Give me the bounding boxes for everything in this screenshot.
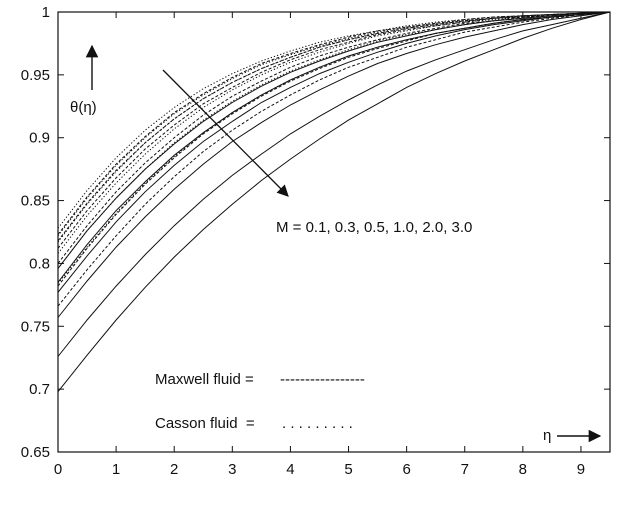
legend-casson-line: . . . . . . . . . bbox=[282, 415, 353, 432]
series-line-dashed-7 bbox=[58, 12, 610, 235]
tick-layer: 0 1 2 3 4 5 6 7 8 9 0.65 0.7 0.75 0.8 0.85 0.9 0.95 1 bbox=[21, 4, 610, 478]
x-tick-label: 5 bbox=[344, 461, 352, 478]
y-tick-label: 1 bbox=[42, 4, 50, 21]
x-tick-label: 6 bbox=[402, 461, 410, 478]
series-layer bbox=[58, 12, 610, 393]
x-tick-label: 1 bbox=[112, 461, 120, 478]
series-line-dashed-10 bbox=[58, 12, 610, 264]
series-line-dashed-11 bbox=[58, 12, 610, 287]
x-tick-label: 0 bbox=[54, 461, 62, 478]
series-line-solid-14 bbox=[58, 12, 610, 283]
legend-maxwell-line: ----------------- bbox=[280, 371, 365, 388]
series-line-solid-15 bbox=[58, 12, 610, 293]
parameter-arrow bbox=[162, 69, 289, 197]
y-tick-label: 0.8 bbox=[29, 255, 50, 272]
series-line-solid-16 bbox=[58, 12, 610, 318]
legend-maxwell-label: Maxwell fluid = bbox=[155, 371, 254, 388]
series-line-solid-13 bbox=[58, 12, 610, 269]
y-tick-label: 0.85 bbox=[21, 193, 50, 210]
legend-casson-label: Casson fluid = bbox=[155, 415, 255, 432]
series-line-dashed-8 bbox=[58, 12, 610, 242]
series-line-dotted-4 bbox=[58, 12, 610, 254]
x-tick-label: 8 bbox=[519, 461, 527, 478]
y-tick-label: 0.65 bbox=[21, 444, 50, 461]
legend: Maxwell fluid = ----------------- Casson… bbox=[155, 371, 365, 432]
y-tick-label: 0.9 bbox=[29, 130, 50, 147]
series-line-dotted-2 bbox=[58, 12, 610, 237]
series-line-dashed-12 bbox=[58, 12, 610, 307]
series-line-solid-18 bbox=[58, 12, 610, 393]
parameter-label: M = 0.1, 0.3, 0.5, 1.0, 2.0, 3.0 bbox=[276, 219, 472, 236]
x-tick-label: 3 bbox=[228, 461, 236, 478]
x-tick-label: 4 bbox=[286, 461, 294, 478]
series-line-dotted-3 bbox=[58, 12, 610, 243]
y-tick-label: 0.7 bbox=[29, 381, 50, 398]
plot-frame bbox=[57, 11, 611, 453]
x-tick-label: 7 bbox=[461, 461, 469, 478]
ylabel: θ(η) bbox=[70, 99, 97, 116]
xlabel: η bbox=[543, 427, 551, 444]
series-line-solid-17 bbox=[58, 12, 610, 357]
y-tick-label: 0.75 bbox=[21, 318, 50, 335]
series-line-dashed-9 bbox=[58, 12, 610, 249]
y-tick-label: 0.95 bbox=[21, 67, 50, 84]
x-tick-label: 9 bbox=[577, 461, 585, 478]
x-tick-label: 2 bbox=[170, 461, 178, 478]
